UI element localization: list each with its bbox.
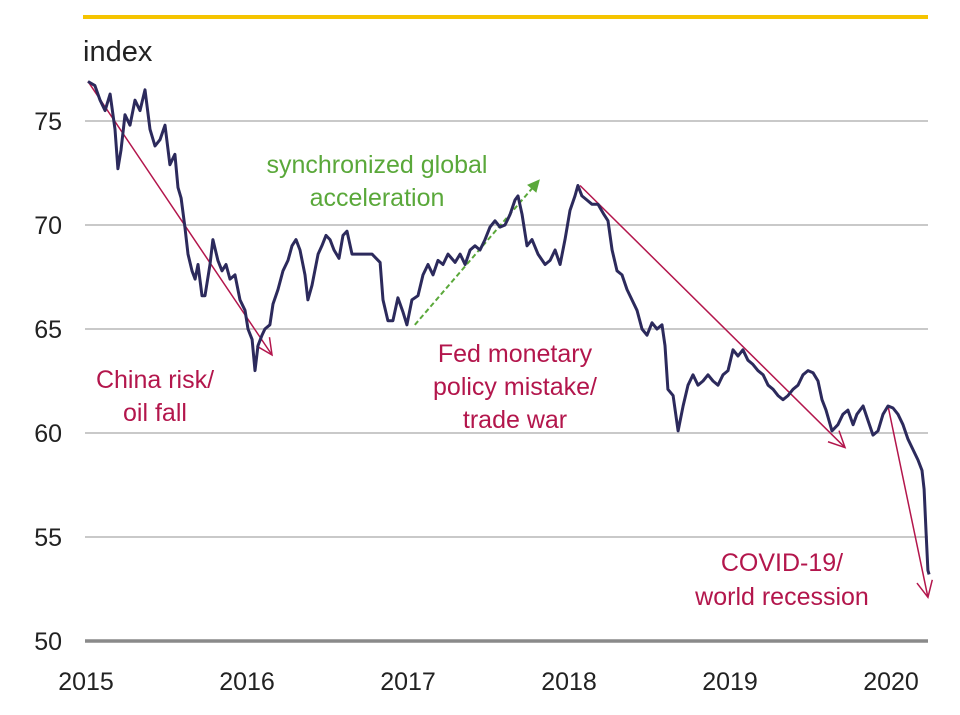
annotation-arrow	[579, 184, 847, 449]
y-tick-label: 50	[34, 628, 62, 656]
x-tick-label: 2019	[702, 668, 758, 696]
x-tick-label: 2017	[380, 668, 436, 696]
arrow-head	[827, 430, 847, 449]
series-line	[87, 80, 931, 575]
annotation-label: China risk/oil fall	[96, 366, 214, 427]
y-tick-label: 65	[34, 316, 62, 344]
annotation-line: oil fall	[123, 399, 187, 427]
annotation-arrow	[87, 81, 273, 357]
annotation-line: world recession	[694, 583, 869, 611]
arrow-head	[916, 579, 934, 600]
arrow-shaft	[887, 405, 929, 598]
arrow-shaft	[87, 81, 273, 356]
annotation-arrow	[887, 405, 934, 600]
annotation-line: policy mistake/	[433, 373, 597, 401]
annotation-arrow	[414, 178, 541, 326]
x-tick-label: 2020	[863, 668, 919, 696]
annotation-line: China risk/	[96, 366, 214, 394]
y-axis-label: index	[83, 36, 153, 68]
annotation-line: trade war	[463, 406, 567, 434]
annotation-label: COVID-19/world recession	[694, 549, 869, 611]
annotation-line: acceleration	[310, 184, 445, 212]
annotation-label: Fed monetary policy mistake/trade war	[433, 340, 597, 434]
annotation-line: Fed monetary	[438, 340, 593, 368]
annotation-label: synchronized global acceleration	[267, 151, 488, 212]
x-tick-label: 2018	[541, 668, 597, 696]
annotation-line: synchronized global	[267, 151, 488, 179]
y-tick-label: 75	[34, 108, 62, 136]
arrow-shaft	[579, 184, 846, 449]
annotation-line: COVID-19/	[721, 549, 843, 577]
arrow-head	[527, 179, 540, 193]
y-tick-label: 70	[34, 212, 62, 240]
x-tick-label: 2016	[219, 668, 275, 696]
y-tick-label: 60	[34, 420, 62, 448]
x-tick-label: 2015	[58, 668, 114, 696]
y-tick-label: 55	[34, 524, 62, 552]
arrow-head	[256, 337, 273, 357]
